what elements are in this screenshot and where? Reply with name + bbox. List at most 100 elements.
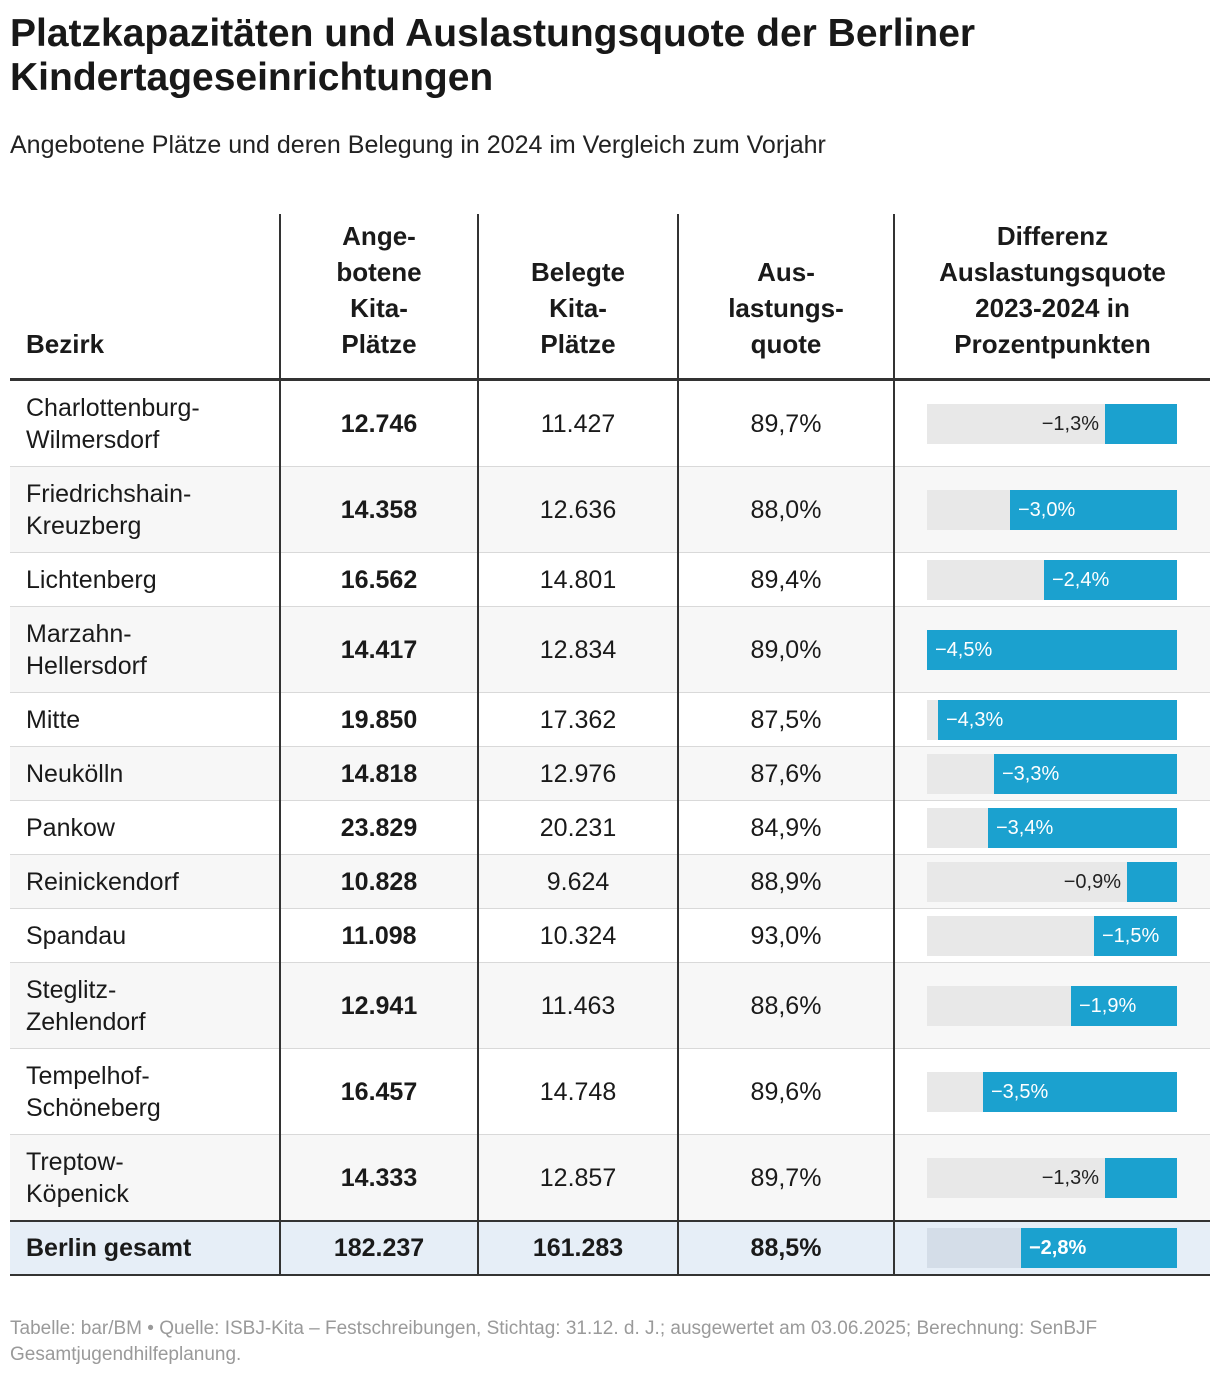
table-row: Mitte 19.850 17.362 87,5% −4,3% bbox=[10, 692, 1210, 747]
diff-bar-cell: −1,3% bbox=[893, 1134, 1210, 1222]
diff-label: −1,5% bbox=[1102, 924, 1160, 947]
belegte-cell: 161.283 bbox=[477, 1220, 678, 1276]
diff-label: −1,3% bbox=[1041, 1166, 1099, 1189]
quote-cell: 93,0% bbox=[677, 908, 894, 963]
diff-label: −2,4% bbox=[1052, 568, 1110, 591]
quote-cell: 89,4% bbox=[677, 552, 894, 607]
header-row: Bezirk Ange- botene Kita- Plätze Belegte… bbox=[10, 214, 1210, 381]
diff-bar bbox=[1105, 403, 1177, 444]
angebotene-cell: 10.828 bbox=[279, 854, 478, 909]
angebotene-cell: 16.562 bbox=[279, 552, 478, 607]
diff-bar-cell: −1,9% bbox=[893, 962, 1210, 1049]
diff-label: −1,3% bbox=[1041, 412, 1099, 435]
quote-cell: 87,5% bbox=[677, 692, 894, 747]
diff-bar-cell: −1,5% bbox=[893, 908, 1210, 963]
angebotene-cell: 14.333 bbox=[279, 1134, 478, 1222]
diff-bar bbox=[1094, 915, 1177, 956]
diff-bar-track: −3,0% bbox=[927, 489, 1177, 530]
quote-cell: 88,6% bbox=[677, 962, 894, 1049]
quote-cell: 88,5% bbox=[677, 1220, 894, 1276]
angebotene-cell: 23.829 bbox=[279, 800, 478, 855]
angebotene-cell: 14.358 bbox=[279, 466, 478, 553]
diff-label: −4,3% bbox=[946, 708, 1004, 731]
diff-label: −3,0% bbox=[1018, 498, 1076, 521]
diff-bar-track: −3,3% bbox=[927, 753, 1177, 794]
bezirk-cell: Marzahn- Hellersdorf bbox=[10, 606, 280, 693]
quote-cell: 89,7% bbox=[677, 1134, 894, 1222]
quote-cell: 89,0% bbox=[677, 606, 894, 693]
quote-cell: 84,9% bbox=[677, 800, 894, 855]
diff-label: −3,3% bbox=[1002, 762, 1060, 785]
belegte-cell: 12.976 bbox=[477, 746, 678, 801]
bezirk-cell: Tempelhof- Schöneberg bbox=[10, 1048, 280, 1135]
bezirk-cell: Charlottenburg- Wilmersdorf bbox=[10, 379, 280, 467]
bezirk-cell: Lichtenberg bbox=[10, 552, 280, 607]
belegte-cell: 10.324 bbox=[477, 908, 678, 963]
total-row: Berlin gesamt 182.237 161.283 88,5% −2,8% bbox=[10, 1220, 1210, 1276]
belegte-cell: 12.834 bbox=[477, 606, 678, 693]
angebotene-cell: 14.417 bbox=[279, 606, 478, 693]
diff-bar-cell: −4,5% bbox=[893, 606, 1210, 693]
diff-bar bbox=[1021, 1228, 1177, 1268]
belegte-cell: 12.636 bbox=[477, 466, 678, 553]
diff-bar bbox=[927, 629, 1177, 670]
diff-bar bbox=[1044, 559, 1177, 600]
diff-label: −3,4% bbox=[996, 816, 1054, 839]
belegte-cell: 14.748 bbox=[477, 1048, 678, 1135]
diff-bar bbox=[1071, 985, 1177, 1026]
diff-bar-track: −4,3% bbox=[927, 699, 1177, 740]
bezirk-cell: Berlin gesamt bbox=[10, 1220, 280, 1276]
diff-bar-track: −1,3% bbox=[927, 403, 1177, 444]
diff-bar bbox=[1010, 489, 1177, 530]
angebotene-cell: 11.098 bbox=[279, 908, 478, 963]
diff-bar-track: −3,5% bbox=[927, 1071, 1177, 1112]
data-table: Bezirk Ange- botene Kita- Plätze Belegte… bbox=[10, 214, 1210, 1276]
table-row: Tempelhof- Schöneberg 16.457 14.748 89,6% −3… bbox=[10, 1048, 1210, 1135]
header-quote: Aus- lastungs- quote bbox=[677, 214, 894, 381]
bezirk-cell: Spandau bbox=[10, 908, 280, 963]
belegte-cell: 12.857 bbox=[477, 1134, 678, 1222]
diff-bar-cell: −3,5% bbox=[893, 1048, 1210, 1135]
diff-bar-cell: −2,8% bbox=[893, 1220, 1210, 1276]
angebotene-cell: 12.941 bbox=[279, 962, 478, 1049]
quote-cell: 88,0% bbox=[677, 466, 894, 553]
quote-cell: 89,7% bbox=[677, 379, 894, 467]
belegte-cell: 9.624 bbox=[477, 854, 678, 909]
table-row: Friedrichshain- Kreuzberg 14.358 12.636 88,… bbox=[10, 466, 1210, 553]
bezirk-cell: Reinickendorf bbox=[10, 854, 280, 909]
source-footer: Tabelle: bar/BM • Quelle: ISBJ-Kita – Fe… bbox=[10, 1318, 1098, 1365]
table-row: Lichtenberg 16.562 14.801 89,4% −2,4% bbox=[10, 552, 1210, 607]
table-row: Neukölln 14.818 12.976 87,6% −3,3% bbox=[10, 746, 1210, 801]
bezirk-cell: Neukölln bbox=[10, 746, 280, 801]
table-row: Treptow- Köpenick 14.333 12.857 89,7% −1,3% bbox=[10, 1134, 1210, 1222]
diff-bar-cell: −4,3% bbox=[893, 692, 1210, 747]
diff-label: −1,9% bbox=[1079, 994, 1137, 1017]
table-row: Steglitz- Zehlendorf 12.941 11.463 88,6% −1,… bbox=[10, 962, 1210, 1049]
quote-cell: 87,6% bbox=[677, 746, 894, 801]
diff-bar-track: −0,9% bbox=[927, 861, 1177, 902]
diff-label: −3,5% bbox=[991, 1080, 1049, 1103]
diff-bar-cell: −2,4% bbox=[893, 552, 1210, 607]
diff-label: −4,5% bbox=[935, 638, 993, 661]
diff-bar-cell: −3,3% bbox=[893, 746, 1210, 801]
diff-bar-track: −1,5% bbox=[927, 915, 1177, 956]
diff-bar bbox=[938, 699, 1177, 740]
quote-cell: 89,6% bbox=[677, 1048, 894, 1135]
diff-bar bbox=[983, 1071, 1177, 1112]
belegte-cell: 20.231 bbox=[477, 800, 678, 855]
angebotene-cell: 19.850 bbox=[279, 692, 478, 747]
header-belegte: Belegte Kita- Plätze bbox=[477, 214, 678, 381]
diff-label: −2,8% bbox=[1029, 1237, 1087, 1259]
diff-bar-track: −1,9% bbox=[927, 985, 1177, 1026]
chart-title: Platzkapazitäten und Auslastungsquote de… bbox=[10, 12, 976, 99]
table-row: Marzahn- Hellersdorf 14.417 12.834 89,0% −4,… bbox=[10, 606, 1210, 693]
diff-bar bbox=[1127, 861, 1177, 902]
diff-bar-track: −2,8% bbox=[927, 1228, 1177, 1268]
bezirk-cell: Mitte bbox=[10, 692, 280, 747]
table-row: Reinickendorf 10.828 9.624 88,9% −0,9% bbox=[10, 854, 1210, 909]
bezirk-cell: Friedrichshain- Kreuzberg bbox=[10, 466, 280, 553]
diff-bar-track: −1,3% bbox=[927, 1157, 1177, 1198]
table-body: Charlottenburg- Wilmersdorf 12.746 11.427 8… bbox=[10, 379, 1210, 1276]
angebotene-cell: 16.457 bbox=[279, 1048, 478, 1135]
chart-subtitle: Angebotene Plätze und deren Belegung in … bbox=[10, 131, 826, 159]
